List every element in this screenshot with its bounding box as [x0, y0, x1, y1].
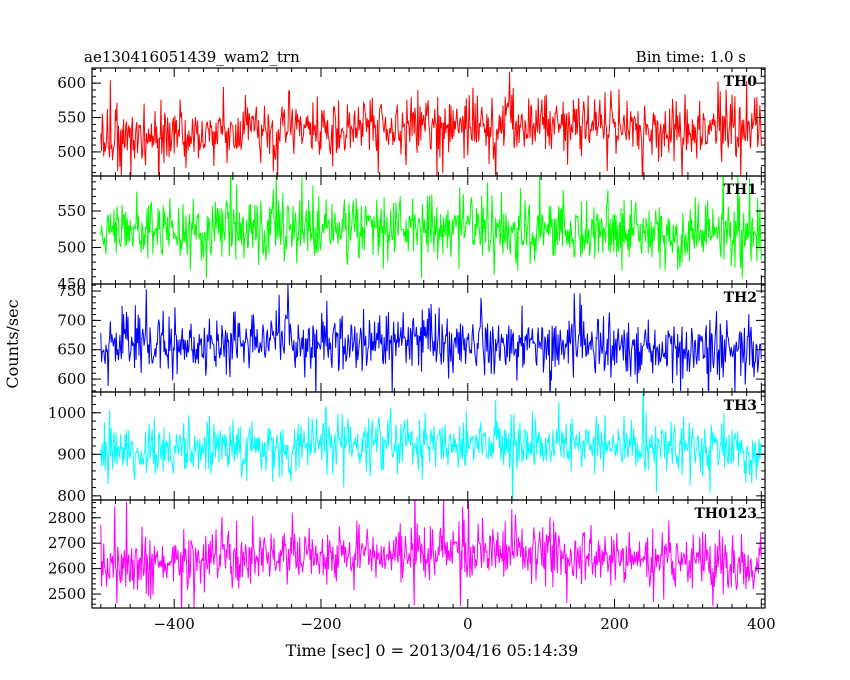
y-tick-label: 550 — [57, 202, 86, 220]
y-tick-label: 2700 — [48, 534, 86, 552]
x-tick-label: 400 — [747, 615, 776, 633]
panel-label-th3: TH3 — [724, 398, 757, 414]
chart-title: ae130416051439_wam2_trn — [84, 48, 300, 66]
y-tick-label: 650 — [57, 341, 86, 359]
series-line-th0 — [100, 71, 762, 176]
x-tick-label: 200 — [600, 615, 629, 633]
panel-label-th1: TH1 — [724, 182, 757, 198]
y-tick-label: 750 — [57, 282, 86, 300]
y-tick-label: 900 — [57, 445, 86, 463]
series-line-th3 — [100, 392, 762, 500]
panel-th0123: 2500 2600 2700 2800 TH0123 — [48, 499, 766, 609]
series-line-th0123 — [100, 500, 762, 608]
panel-frame — [91, 499, 766, 609]
series-line-th2 — [100, 284, 762, 392]
panel-th1: 450 500 550 TH1 — [57, 175, 766, 293]
panels: 500 550 600 TH0 450 500 550 TH1 600 650 700 750 TH2 8… — [48, 67, 766, 609]
panel-th0: 500 550 600 TH0 — [57, 67, 766, 177]
panel-label-th0: TH0 — [724, 74, 758, 90]
y-tick-label: 600 — [57, 370, 86, 388]
y-axis-title: Counts/sec — [3, 299, 22, 388]
panel-label-th0123: TH0123 — [694, 506, 757, 522]
x-axis: −400 −200 0 200 400 — [154, 615, 776, 633]
y-tick-label: 800 — [57, 487, 86, 505]
y-tick-label: 2600 — [48, 560, 86, 578]
y-tick-label: 500 — [57, 143, 86, 161]
y-tick-label: 2800 — [48, 509, 86, 527]
x-tick-label: −400 — [154, 615, 195, 633]
panel-th2: 600 650 700 750 TH2 — [57, 282, 766, 393]
y-tick-label: 550 — [57, 109, 86, 127]
y-tick-label: 700 — [57, 311, 86, 329]
x-axis-title: Time [sec] 0 = 2013/04/16 05:14:39 — [286, 641, 579, 660]
panel-label-th2: TH2 — [724, 290, 757, 306]
y-tick-label: 600 — [57, 74, 86, 92]
y-tick-label: 450 — [57, 275, 86, 293]
series-line-th1 — [100, 176, 762, 279]
y-tick-label: 2500 — [48, 585, 86, 603]
panel-th3: 800 900 1000 TH3 — [48, 391, 766, 505]
y-tick-label: 500 — [57, 239, 86, 257]
y-tick-label: 1000 — [48, 404, 86, 422]
x-tick-label: −200 — [300, 615, 341, 633]
x-tick-label: 0 — [463, 615, 473, 633]
bin-time-label: Bin time: 1.0 s — [636, 48, 746, 66]
